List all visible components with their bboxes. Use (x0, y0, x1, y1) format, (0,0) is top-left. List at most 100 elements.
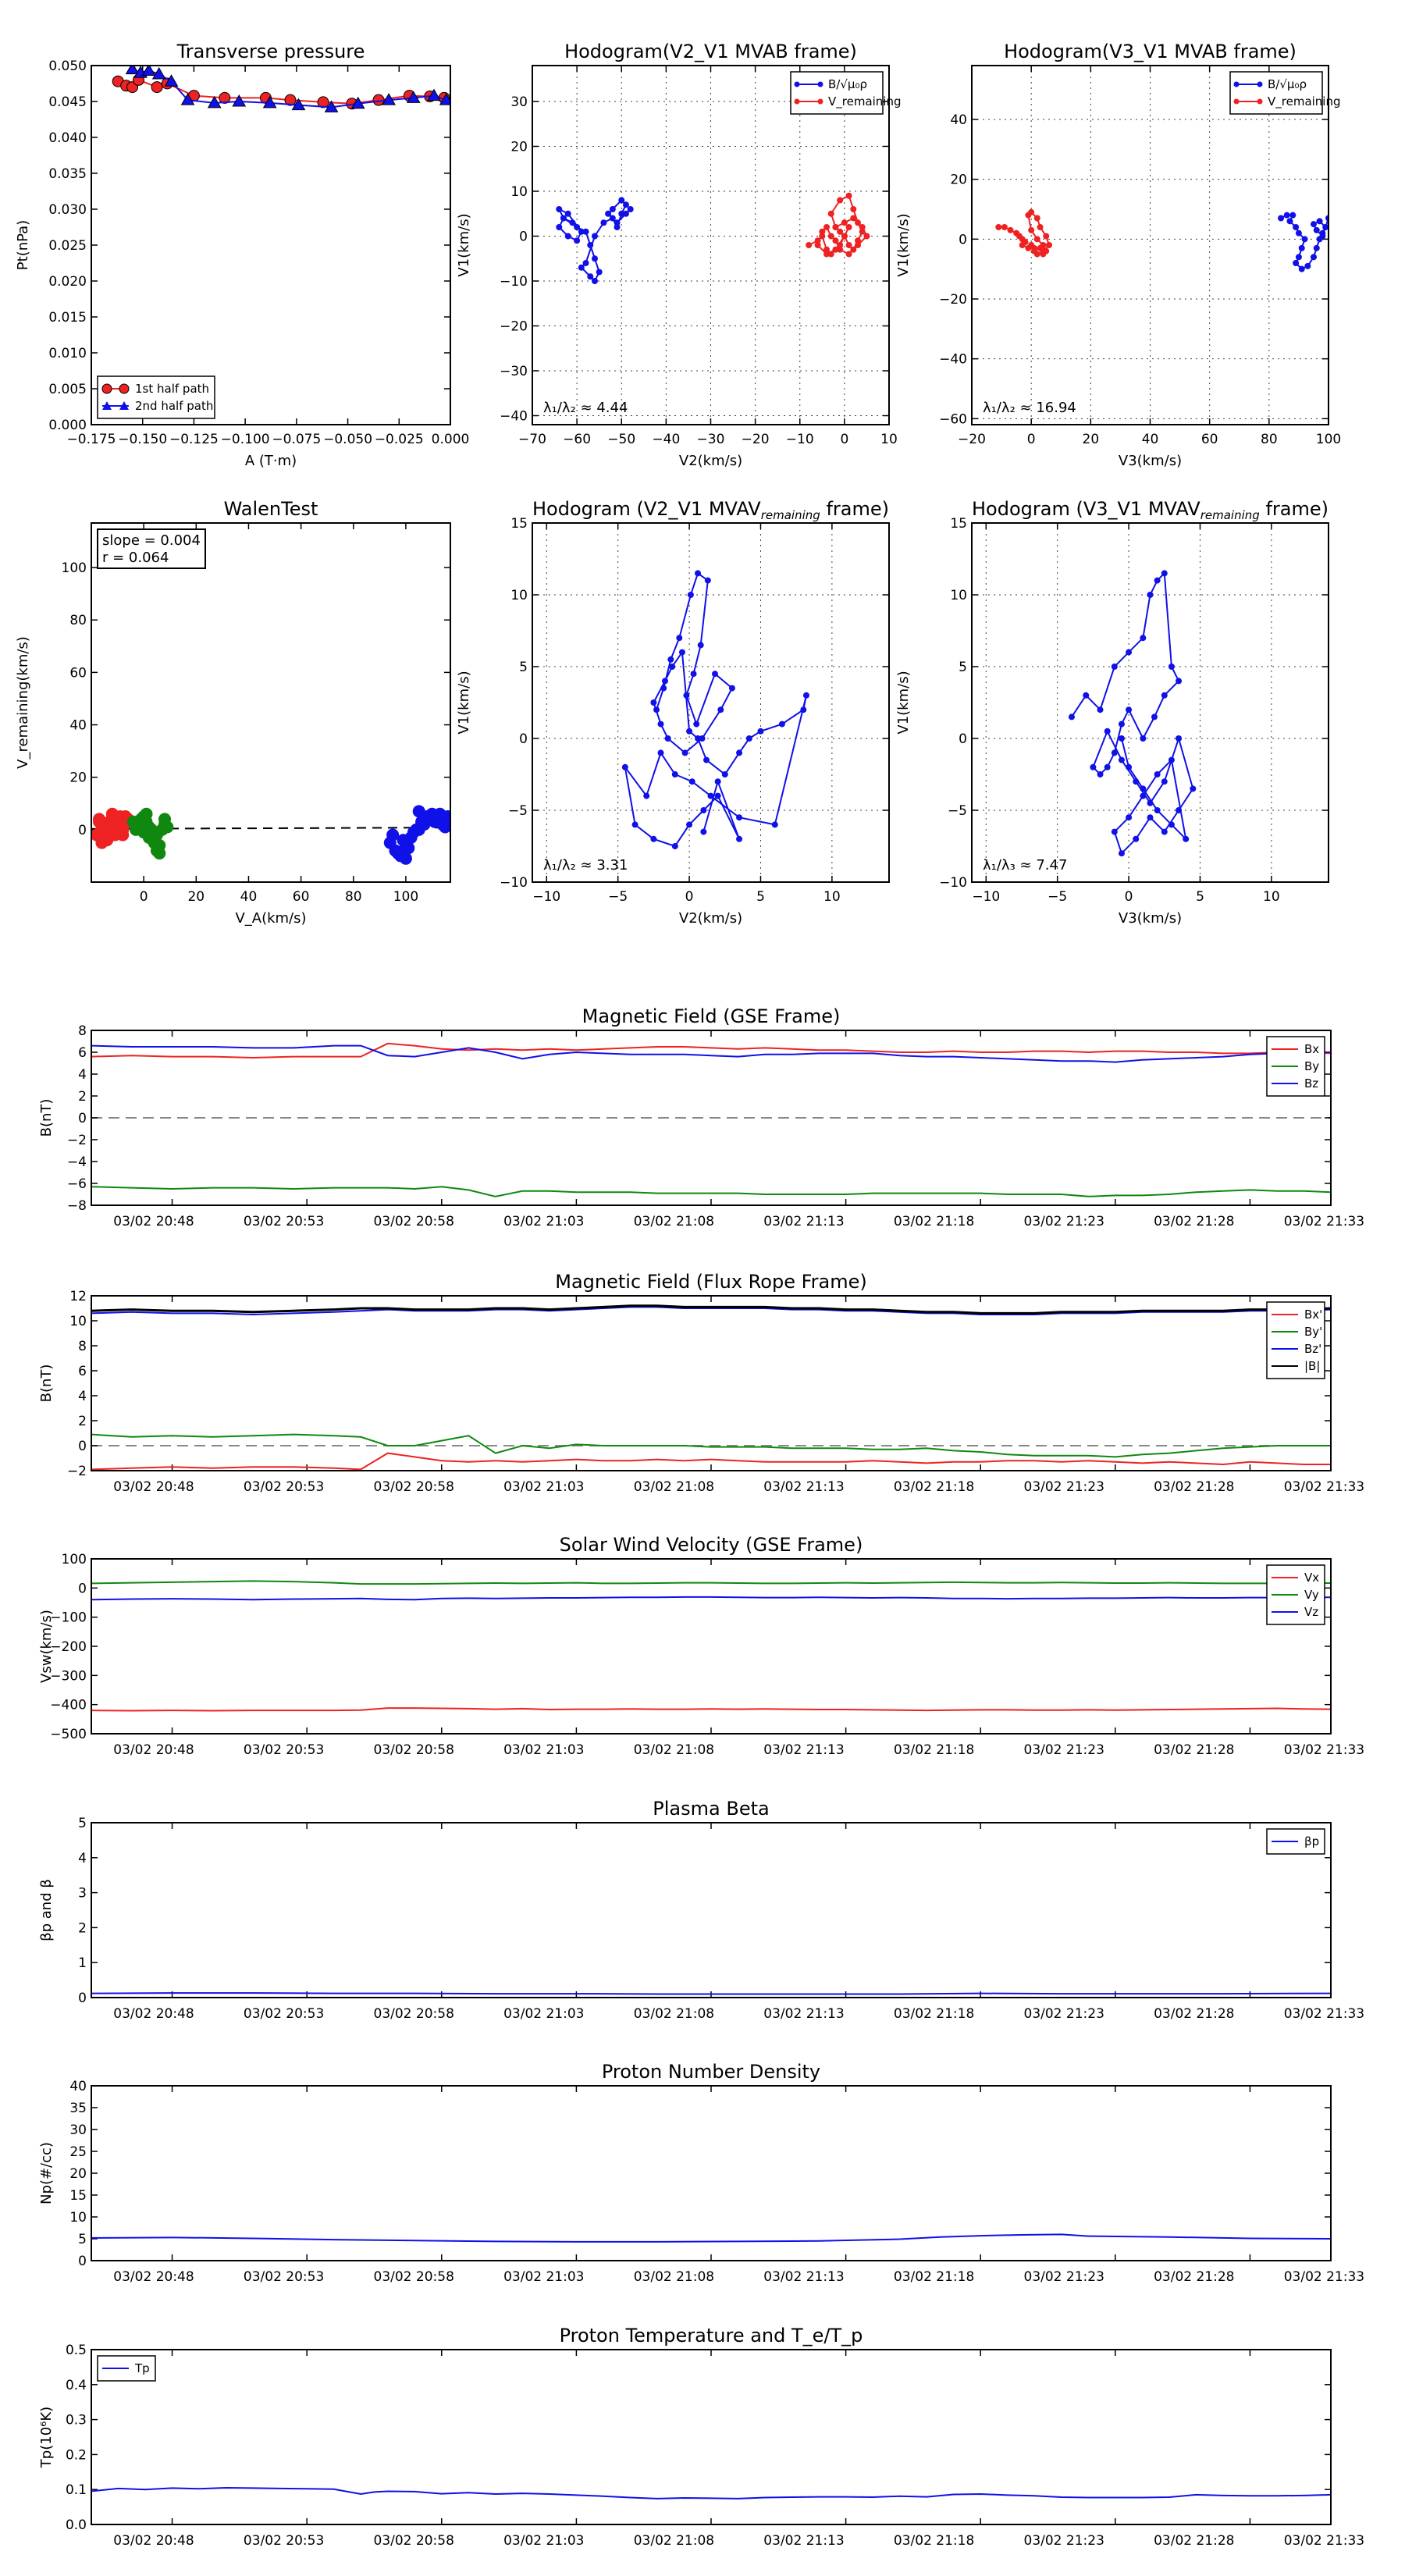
y-tick-label: 0.0 (66, 2517, 87, 2533)
legend-marker (817, 81, 823, 87)
plot-area (995, 208, 1329, 272)
y-tick-label: −200 (50, 1639, 87, 1655)
data-point (1001, 224, 1008, 230)
data-point (1033, 215, 1040, 222)
data-point (650, 699, 657, 706)
x-tick-label: 03/02 21:18 (894, 1742, 974, 1758)
data-point (591, 233, 598, 240)
y-tick-label: −2 (67, 1133, 87, 1148)
data-point (1295, 229, 1302, 237)
data-point (439, 820, 450, 834)
legend-marker (794, 81, 800, 87)
data-point (134, 818, 148, 831)
legend-label: Vy (1304, 1588, 1319, 1602)
x-tick-label: 03/02 21:13 (763, 2269, 844, 2285)
data-point (707, 792, 714, 799)
y-tick-label: 0.020 (48, 274, 87, 290)
data-point (1316, 218, 1323, 225)
data-point (1161, 692, 1168, 699)
data-point (591, 278, 598, 284)
data-point (657, 749, 664, 756)
legend-marker (1257, 81, 1263, 87)
chart-density: Proton Number Density 0 5 10 15 20 25 30 35 40 03/… (38, 2061, 1364, 2285)
x-tick-label: 03/02 21:13 (763, 2533, 844, 2549)
data-point (1118, 756, 1125, 763)
plot-area (112, 66, 450, 112)
y-tick-label: −500 (50, 1727, 87, 1742)
x-tick-label: 03/02 21:03 (503, 1479, 584, 1495)
data-point (1133, 835, 1140, 842)
data-point (1286, 218, 1293, 225)
data-point (1007, 226, 1014, 233)
data-point (1304, 262, 1311, 269)
y-tick-label: 30 (510, 94, 528, 110)
y-tick-label: 8 (78, 1339, 87, 1354)
x-tick-label: 0 (140, 889, 148, 905)
x-tick-label: 03/02 21:33 (1284, 1742, 1364, 1758)
data-point (687, 592, 694, 598)
data-point (827, 233, 834, 240)
data-point (1028, 208, 1035, 215)
x-tick-label: 100 (393, 889, 418, 905)
x-axis-label: A (T·m) (245, 453, 297, 469)
y-tick-label: 3 (78, 1886, 87, 1902)
x-tick-label: 03/02 21:18 (894, 2269, 974, 2285)
legend-marker (817, 98, 823, 105)
annotation: λ₁/λ₂ ≈ 3.31 (543, 857, 628, 873)
legend: 1st half path 2nd half path (97, 375, 215, 419)
data-point (582, 228, 589, 235)
fit-line (91, 827, 450, 830)
data-point (850, 206, 857, 212)
legend-box (97, 375, 215, 419)
data-point (569, 219, 576, 226)
data-point (1154, 771, 1161, 777)
series-line-Vz (91, 1596, 1331, 1601)
plot-frame (91, 1030, 1332, 1206)
textbox (97, 528, 206, 569)
y-tick-label: 0 (78, 1581, 87, 1596)
data-point (618, 197, 625, 204)
x-tick-label: −20 (958, 432, 986, 447)
title-end: frame) (820, 498, 889, 520)
data-point (399, 852, 412, 865)
data-point (1154, 577, 1161, 584)
y-tick-label: 0.2 (66, 2447, 87, 2463)
x-tick-label: 10 (1263, 889, 1280, 905)
data-point (827, 251, 834, 258)
plot-frame (91, 1822, 1332, 1998)
legend-marker (119, 383, 130, 394)
x-tick-label: 0 (1125, 889, 1133, 905)
data-point (745, 735, 752, 742)
y-axis-label: Np(#/cc) (38, 2142, 55, 2204)
x-tick-label: 03/02 20:53 (244, 2006, 324, 2022)
y-tick-label: −300 (50, 1668, 87, 1684)
x-tick-label: −40 (652, 432, 680, 447)
x-tick-label: 40 (240, 889, 258, 905)
chart-mag_gse: Magnetic Field (GSE Frame) −8 −6 −4 −2 0 2 4 6 8 0… (38, 1005, 1364, 1229)
data-point (350, 96, 365, 109)
y-tick-label: 40 (950, 112, 967, 128)
data-point (605, 210, 612, 217)
x-tick-label: 03/02 21:03 (503, 2269, 584, 2285)
y-tick-label: 20 (510, 140, 528, 155)
chart-hodo_rem31: Hodogram (V3_V1 MVAVremaining frame)−10−… (895, 498, 1329, 927)
data-point (609, 206, 616, 212)
y-tick-label: −5 (508, 803, 528, 819)
data-point (837, 242, 844, 248)
x-tick-label: −0.125 (169, 432, 219, 447)
x-tick-label: 03/02 21:03 (503, 2006, 584, 2022)
x-tick-label: 40 (1142, 432, 1159, 447)
data-point (845, 224, 852, 230)
plot-area (91, 805, 450, 865)
data-point (711, 671, 718, 678)
y-tick-label: 40 (69, 718, 87, 734)
y-tick-label: 5 (78, 2232, 87, 2247)
y-axis-label: Vsw(km/s) (38, 1610, 55, 1683)
y-tick-label: 20 (69, 770, 87, 786)
data-point (574, 224, 581, 230)
data-point (1298, 265, 1305, 272)
data-point (317, 96, 329, 109)
legend-box (1229, 71, 1323, 115)
data-point (591, 255, 598, 262)
data-point (596, 269, 603, 276)
